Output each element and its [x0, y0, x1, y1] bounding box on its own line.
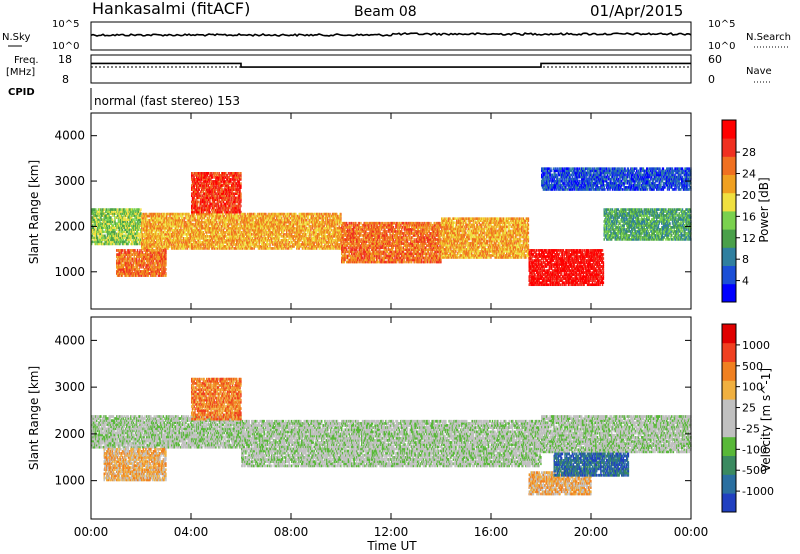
power-cell — [209, 211, 210, 214]
power-cell — [194, 215, 195, 218]
power-cell — [228, 172, 229, 175]
power-cell — [184, 217, 185, 220]
power-cell — [230, 178, 231, 181]
power-cell — [165, 249, 166, 252]
nsky-tick-bottom: 10^0 — [52, 41, 79, 52]
freq-tick-top: 18 — [58, 53, 72, 66]
power-cell — [103, 231, 104, 234]
power-cell — [178, 213, 179, 216]
beam-title: Beam 08 — [354, 4, 417, 20]
power-cell — [164, 213, 165, 216]
cpid-strip: normal (fast stereo) 153 — [91, 88, 240, 110]
power-cell — [105, 237, 106, 240]
power-cell — [124, 235, 125, 238]
power-cell — [117, 208, 118, 211]
power-cell — [240, 205, 241, 208]
power-band-2 — [116, 249, 167, 277]
freq-tick-bottom: 8 — [62, 73, 69, 86]
freq-frame — [91, 55, 691, 83]
power-cell — [268, 243, 269, 246]
power-cell — [137, 249, 138, 252]
power-cell — [104, 208, 105, 211]
date-title: 01/Apr/2015 — [590, 2, 683, 20]
freq-label: Freq. — [14, 55, 39, 66]
power-band-3 — [191, 172, 242, 213]
nsky-trace — [91, 33, 691, 36]
nsearch-tick-bottom: 10^0 — [708, 41, 735, 52]
nsky-tick-top: 10^5 — [52, 19, 79, 30]
power-cell — [165, 272, 166, 275]
power-cell — [198, 201, 199, 204]
power-cell — [92, 241, 93, 244]
power-cell — [132, 258, 133, 261]
power-cell — [273, 247, 274, 250]
power-cell — [120, 208, 121, 211]
power-band-4 — [241, 213, 342, 250]
power-cell — [208, 172, 209, 175]
nave-label: Nave — [746, 66, 772, 77]
station-title: Hankasalmi (fitACF) — [92, 0, 250, 18]
power-cell — [139, 249, 140, 252]
freq-unit: [MHz] — [6, 67, 35, 78]
nsearch-tick-top: 10^5 — [708, 19, 735, 30]
power-cell — [251, 233, 252, 236]
cpid-text: normal (fast stereo) 153 — [94, 94, 240, 108]
power-cell — [240, 172, 241, 175]
power-cell — [213, 241, 214, 244]
power-cell — [139, 233, 140, 236]
power-cell — [140, 208, 141, 211]
power-cell — [240, 192, 241, 195]
power-band-1 — [141, 213, 242, 250]
cpid-label: CPID — [8, 87, 35, 98]
power-band-0 — [91, 208, 142, 245]
power-cell — [140, 212, 141, 215]
power-heatmap — [91, 167, 692, 286]
power-cell — [122, 249, 123, 252]
nsky-panel: N.Sky 10^5 10^0 10^5 10^0 N.Search — [2, 19, 791, 52]
power-cell — [112, 218, 113, 221]
power-cell — [97, 237, 98, 240]
nsky-label: N.Sky — [2, 32, 30, 43]
power-cell — [240, 182, 241, 185]
power-cell — [254, 213, 255, 216]
nave-tick-top: 60 — [708, 53, 722, 66]
nave-tick-bottom: 0 — [708, 73, 715, 86]
nsearch-label: N.Search — [746, 32, 791, 43]
freq-panel: Freq. [MHz] 18 8 CPID 60 0 Nave — [6, 53, 772, 98]
power-cell — [165, 268, 166, 271]
